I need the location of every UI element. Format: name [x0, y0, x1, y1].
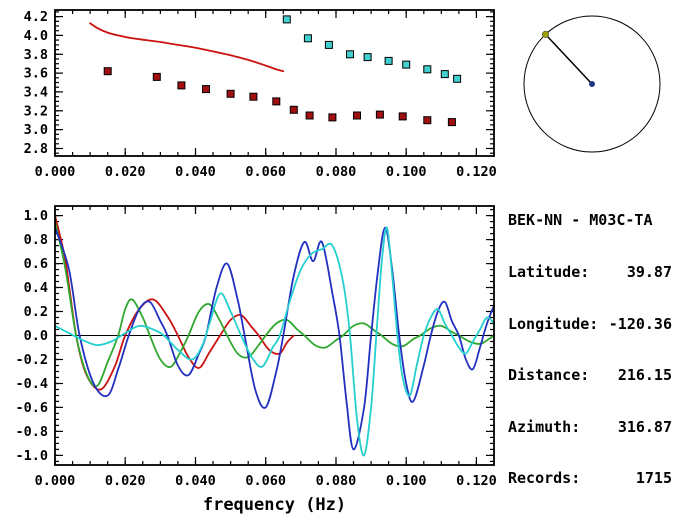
x-tick-label: 0.040: [175, 164, 216, 180]
data-point-square: [375, 110, 384, 119]
azimuth-label: Azimuth:: [508, 417, 581, 436]
distance-label: Distance:: [508, 366, 590, 385]
azimuth-value: 316.87: [617, 417, 672, 436]
y-tick-label: 3.8: [24, 47, 48, 63]
info-row-records: Records: 1715: [508, 470, 672, 487]
station-info-block: BEK-NN - M03C-TA Latitude: 39.87 Longitud…: [508, 178, 672, 505]
info-row-azimuth: Azimuth: 316.87: [508, 417, 672, 436]
data-point-square: [447, 118, 456, 127]
x-axis-label: frequency (Hz): [203, 495, 346, 515]
longitude-value: -120.36: [608, 314, 672, 333]
data-point-square: [423, 116, 432, 125]
latitude-label: Latitude:: [508, 263, 590, 281]
data-point-square: [324, 40, 333, 49]
y-tick-label: 0.4: [24, 280, 48, 296]
x-tick-label: 0.120: [456, 473, 497, 489]
x-tick-label: 0.000: [35, 473, 76, 489]
records-label: Records:: [508, 469, 581, 488]
azimuth-circle-diagram: [523, 15, 661, 153]
data-point-square: [453, 74, 462, 83]
station-pair-title: BEK-NN - M03C-TA: [508, 211, 653, 230]
data-point-square: [305, 111, 314, 120]
x-tick-label: 0.100: [386, 473, 427, 489]
station-center-dot: [589, 81, 595, 87]
x-tick-label: 0.080: [316, 164, 357, 180]
data-point-square: [398, 112, 407, 121]
info-row-longitude: Longitude: -120.36: [508, 314, 672, 333]
y-tick-label: 3.6: [24, 66, 48, 82]
info-row-distance: Distance: 216.15: [508, 366, 672, 385]
y-tick-label: 3.0: [24, 122, 48, 138]
y-tick-label: 1.0: [24, 208, 48, 224]
data-point-square: [384, 56, 393, 65]
plot-border: [54, 9, 495, 157]
data-point-square: [440, 70, 449, 79]
series-trace-cyan: [54, 226, 495, 457]
data-point-square: [346, 50, 354, 59]
data-point-square: [202, 85, 210, 94]
distance-value: 216.15: [617, 366, 672, 385]
data-point-square: [249, 92, 258, 101]
series-dark-red-squares: [103, 67, 456, 127]
series-trace-blue: [54, 226, 495, 451]
x-tick-label: 0.080: [316, 473, 357, 489]
y-tick-label: -0.2: [15, 352, 48, 368]
latitude-value: 39.87: [626, 263, 672, 281]
series-reference-curve: [89, 22, 285, 73]
x-tick-label: 0.100: [386, 164, 427, 180]
data-point-square: [226, 89, 235, 98]
y-tick-label: 0.8: [24, 232, 48, 248]
data-point-square: [289, 105, 298, 114]
azimuth-line: [544, 33, 593, 85]
series-trace-green: [54, 220, 495, 388]
data-point-square: [402, 60, 411, 69]
y-tick-label: 3.4: [24, 84, 48, 100]
x-tick-label: 0.060: [245, 473, 286, 489]
y-tick-label: -1.0: [15, 448, 48, 464]
data-point-square: [103, 67, 112, 76]
y-tick-label: 2.8: [24, 141, 48, 157]
data-point-square: [363, 53, 372, 62]
great-circle-outline: [523, 15, 661, 153]
y-tick-label: 4.0: [24, 28, 48, 44]
data-point-square: [303, 34, 312, 43]
y-tick-label: 4.2: [24, 9, 48, 25]
x-tick-label: 0.020: [105, 164, 146, 180]
frequency-trace-plot: 0.000 0.020 0.040 0.060 0.080 0.100 0.120 1.0 0.…: [15, 205, 497, 515]
x-tick-label: 0.020: [105, 473, 146, 489]
data-point-square: [353, 111, 361, 120]
y-tick-label: -0.6: [15, 400, 48, 416]
y-tick-label: 0.6: [24, 256, 48, 272]
records-value: 1715: [635, 469, 672, 488]
x-tick-label: 0.060: [245, 164, 286, 180]
data-point-square: [152, 72, 161, 81]
series-cyan-squares: [282, 15, 462, 83]
y-tick-label: -0.4: [15, 376, 48, 392]
y-tick-label: 0.0: [24, 328, 48, 344]
y-tick-label: -0.8: [15, 424, 48, 440]
plot-border: [54, 205, 495, 466]
longitude-label: Longitude:: [508, 314, 599, 333]
x-tick-label: 0.000: [35, 164, 76, 180]
data-point-square: [423, 65, 432, 74]
dispersion-plot: 0.000 0.020 0.040 0.060 0.080 0.100 0.120 4.2 4.…: [24, 9, 497, 180]
data-point-square: [282, 15, 291, 24]
x-tick-label: 0.120: [456, 164, 497, 180]
y-tick-label: 3.2: [24, 103, 48, 119]
info-row-latitude: Latitude: 39.87: [508, 263, 672, 281]
y-tick-label: 0.2: [24, 304, 48, 320]
data-point-square: [328, 113, 337, 122]
station-edge-dot: [541, 30, 549, 38]
data-point-square: [177, 81, 186, 90]
x-tick-label: 0.040: [175, 473, 216, 489]
data-point-square: [272, 97, 281, 106]
